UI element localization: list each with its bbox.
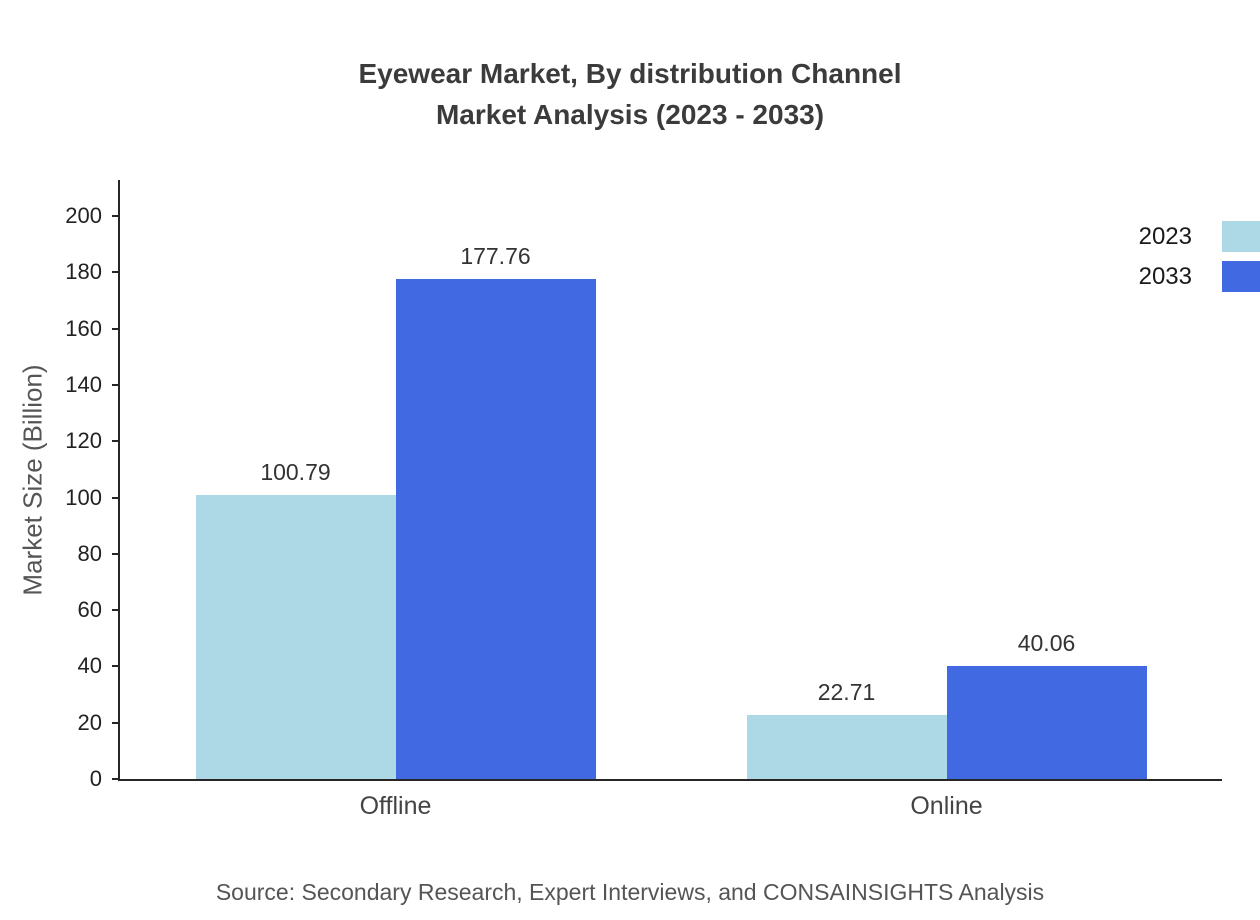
y-tick-label: 100 bbox=[65, 484, 102, 510]
bar-value-label: 177.76 bbox=[460, 242, 531, 269]
bar-online-2023: 22.71 bbox=[746, 679, 947, 779]
y-tick-mark bbox=[112, 215, 120, 217]
y-tick-mark bbox=[112, 721, 120, 724]
legend-swatch-2033 bbox=[1222, 261, 1260, 292]
y-tick-label: 160 bbox=[65, 315, 102, 341]
x-axis-labels: Offline Online bbox=[120, 792, 1222, 821]
legend-item-2033: 2033 bbox=[1139, 261, 1260, 292]
y-axis-label: Market Size (Billion) bbox=[17, 364, 48, 596]
y-tick-label: 120 bbox=[65, 428, 102, 454]
chart-title-line1: Eyewear Market, By distribution Channel bbox=[358, 58, 902, 89]
x-category-label-online: Online bbox=[910, 792, 983, 820]
y-tick-label: 140 bbox=[65, 371, 102, 397]
y-tick-mark bbox=[112, 271, 120, 274]
y-tick-label: 40 bbox=[77, 653, 102, 679]
y-tick-label: 180 bbox=[65, 259, 102, 285]
chart-title-line2: Market Analysis (2023 - 2033) bbox=[435, 99, 825, 130]
bar-group-offline: 100.79 177.76 bbox=[120, 180, 671, 779]
y-tick-mark bbox=[112, 440, 120, 443]
legend-label-2033: 2033 bbox=[1138, 262, 1192, 290]
bar-group-online: 22.71 40.06 bbox=[671, 180, 1222, 779]
y-tick-label: 80 bbox=[77, 540, 102, 566]
bar-offline-2023: 100.79 bbox=[195, 459, 396, 779]
y-tick-label: 20 bbox=[77, 709, 102, 735]
y-tick-mark bbox=[112, 327, 120, 330]
legend-item-2023: 2023 bbox=[1139, 221, 1260, 252]
legend-swatch-2023 bbox=[1222, 221, 1260, 252]
chart-title: Eyewear Market, By distribution Channel … bbox=[0, 53, 1260, 135]
bar-groups: 100.79 177.76 22.71 40.06 bbox=[120, 180, 1222, 779]
plot-area: 0 20 40 60 80 100 120 140 160 180 200 100.79 177.76… bbox=[65, 180, 1222, 820]
legend-label-2023: 2023 bbox=[1138, 222, 1192, 250]
bar-value-label: 22.71 bbox=[817, 679, 876, 706]
y-tick-label: 60 bbox=[77, 597, 102, 623]
y-tick-mark bbox=[112, 383, 120, 386]
y-tick-label: 0 bbox=[89, 766, 102, 791]
x-category-label-offline: Offline bbox=[359, 792, 432, 820]
y-tick-mark bbox=[112, 496, 120, 499]
legend: 2023 2033 bbox=[1139, 221, 1260, 292]
y-tick-mark bbox=[112, 778, 120, 780]
y-tick-mark bbox=[112, 609, 120, 612]
y-tick-mark bbox=[112, 552, 120, 555]
bar-value-label: 100.79 bbox=[260, 459, 331, 486]
y-tick-label: 200 bbox=[65, 203, 102, 228]
bar-online-2033: 40.06 bbox=[946, 630, 1147, 779]
source-note: Source: Secondary Research, Expert Inter… bbox=[215, 879, 1045, 905]
bar-value-label: 40.06 bbox=[1017, 630, 1076, 657]
bar-offline-2033: 177.76 bbox=[395, 243, 596, 779]
y-tick-mark bbox=[112, 665, 120, 668]
